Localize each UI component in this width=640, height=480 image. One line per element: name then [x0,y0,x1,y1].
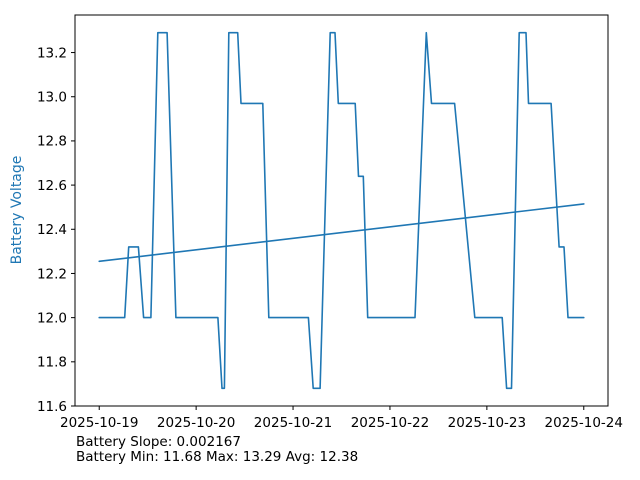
x-tick-label: 2025-10-24 [545,415,623,431]
x-tick-label: 2025-10-23 [448,415,526,431]
y-tick-label: 12.8 [37,134,67,150]
y-axis-label: Battery Voltage [9,156,25,265]
plot-border [74,14,609,407]
x-tick-label: 2025-10-20 [157,415,235,431]
x-tick-label: 2025-10-19 [60,415,138,431]
trend-line [98,203,585,263]
y-tick-label: 12.2 [37,266,67,282]
y-tick-label: 12.4 [37,222,67,238]
x-tick-label: 2025-10-22 [351,415,429,431]
y-tick-label: 11.6 [37,399,67,415]
footer-stats-text: Battery Min: 11.68 Max: 13.29 Avg: 12.38 [76,449,358,465]
y-tick-label: 11.8 [37,355,67,371]
x-tick-label: 2025-10-21 [254,415,332,431]
x-axis-ticks: 2025-10-19 2025-10-20 2025-10-21 2025-10-22… [60,406,623,431]
y-tick-label: 13.0 [37,90,67,106]
data-series [98,31,585,390]
battery-voltage-line [98,31,585,390]
y-tick-label: 12.6 [37,178,67,194]
y-tick-label: 12.0 [37,310,67,326]
footer-slope-text: Battery Slope: 0.002167 [76,434,241,450]
y-tick-label: 13.2 [37,45,67,61]
y-axis-ticks: 11.6 11.8 12.0 12.2 12.4 12.6 12.8 13.0 13.2 [37,45,75,415]
